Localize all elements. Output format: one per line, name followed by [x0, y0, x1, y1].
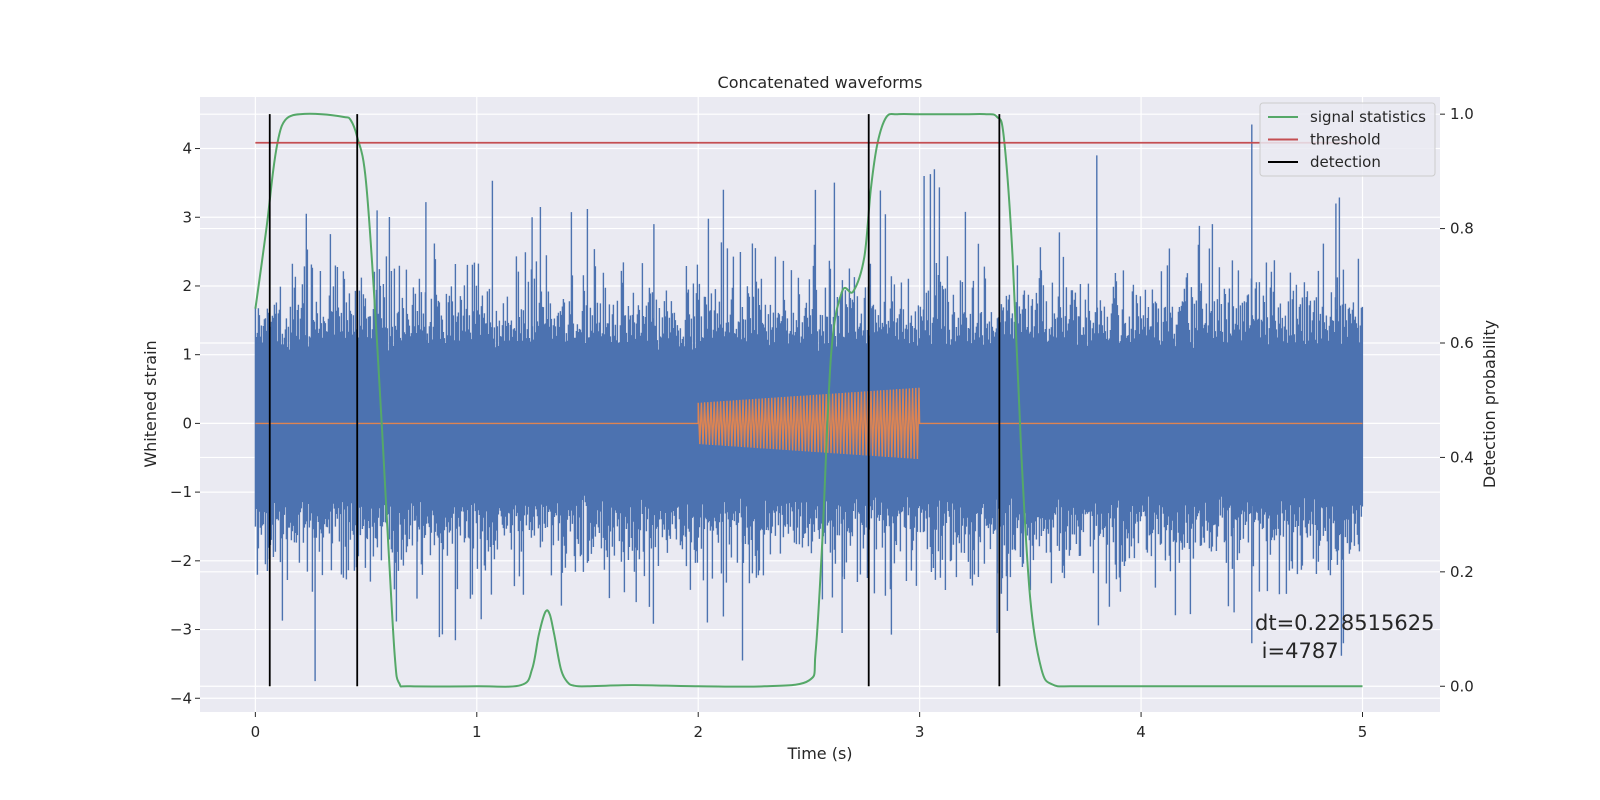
legend-box — [1259, 102, 1436, 177]
y-tick-label: 1 — [182, 346, 192, 364]
y-tick-label: −3 — [170, 621, 192, 639]
y-tick-label: −1 — [170, 483, 192, 501]
legend: signal statistics threshold detection — [1259, 102, 1436, 177]
y-tick-label: 3 — [182, 208, 192, 226]
y-tick-label-right: 0.0 — [1450, 677, 1474, 695]
annotation-i: i=4787 — [1255, 639, 1339, 663]
y-tick-label-right: 0.6 — [1450, 334, 1474, 352]
y-tick-labels-left: −4 −3 −2 −1 0 1 2 3 4 — [170, 140, 200, 707]
x-tick-label: 4 — [1136, 723, 1146, 741]
injected-waveform-line — [255, 387, 1363, 460]
y-tick-label: 0 — [182, 414, 192, 432]
legend-label: signal statistics — [1310, 108, 1426, 126]
x-tick-label: 0 — [251, 723, 261, 741]
y-axis-label-right: Detection probability — [1480, 320, 1499, 488]
y-tick-label: 4 — [182, 140, 192, 158]
x-tick-labels: 0 1 2 3 4 5 — [251, 712, 1368, 741]
y-tick-label-right: 1.0 — [1450, 105, 1474, 123]
chart-title: Concatenated waveforms — [718, 73, 923, 92]
y-tick-label: 2 — [182, 277, 192, 295]
detection-lines — [268, 114, 1001, 687]
x-axis-label: Time (s) — [786, 744, 852, 763]
y-tick-label-right: 0.2 — [1450, 563, 1474, 581]
y-tick-labels-right: 0.0 0.2 0.4 0.6 0.8 1.0 — [1440, 105, 1474, 695]
legend-label: threshold — [1310, 131, 1381, 149]
x-tick-label: 2 — [693, 723, 703, 741]
y-tick-label-right: 0.4 — [1450, 448, 1474, 466]
annotation-dt: dt=0.228515625 — [1255, 611, 1434, 635]
x-tick-label: 3 — [915, 723, 925, 741]
y-axis-label-left: Whitened strain — [141, 340, 160, 467]
x-tick-label: 1 — [472, 723, 482, 741]
legend-label: detection — [1310, 153, 1381, 171]
x-tick-label: 5 — [1358, 723, 1368, 741]
y-tick-label: −4 — [170, 689, 192, 707]
y-tick-label-right: 0.8 — [1450, 220, 1474, 238]
y-tick-label: −2 — [170, 552, 192, 570]
